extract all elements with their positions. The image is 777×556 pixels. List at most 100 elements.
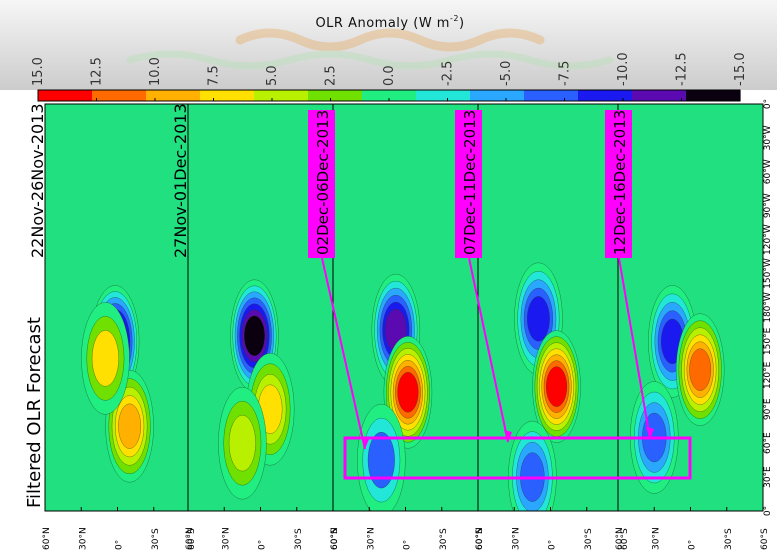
banner-watermark [126,28,614,70]
lat-tick-label: 30°N [651,527,661,550]
date-callouts: 02Dec-06Dec-2013 07Dec-11Dec-2013 12Dec-16… [308,110,654,450]
colorbar-tick-label: 0.0 [382,65,397,86]
callout-box [308,110,335,258]
colorbar-segment [254,90,309,101]
lon-tick-label: 150°E [763,327,773,355]
callout-arrowhead [361,437,369,449]
lon-tick-label: 60°E [763,432,773,454]
colorbar-segment [470,90,525,101]
lon-tick-label: 90°E [763,398,773,420]
colorbar-tick-labels: 15.0 12.5 10.0 7.5 5.0 2.5 0.0 -2.5 -5.0 -7.5 -10.… [31,52,748,86]
colorbar-segment [632,90,687,101]
olr-anomaly-contour [243,315,265,357]
colorbar-segment [686,90,741,101]
date-callout: 07Dec-11Dec-2013 [455,110,512,443]
side-title: Filtered OLR Forecast [24,317,45,508]
colorbar-segment [146,90,201,101]
longitude-axis: 0° 30°E 60°E 90°E 120°E 150°E 180°W 150°W 120°W 9… [763,99,773,516]
callout-box [455,110,482,258]
colorbar [37,89,741,102]
lat-tick-label: 60°N [185,527,195,550]
colorbar-tick-label: -7.5 [558,61,573,86]
lat-tick-label: 30°N [366,527,376,550]
date-callout: 12Dec-16Dec-2013 [605,110,654,440]
colorbar-segment [524,90,579,101]
callout-arrow [468,257,509,443]
lat-tick-label: 30°S [439,528,449,550]
colorbar-tick-label: 15.0 [31,57,46,86]
colorbar-tick-label: -15.0 [733,52,748,86]
lat-tick-label: 60°N [330,527,340,550]
colorbar-segment [362,90,417,101]
panel-date-label: 07Dec-11Dec-2013 [461,110,479,255]
lon-tick-label: 150°W [763,258,773,289]
lat-tick-label: 60°S [760,528,770,550]
callout-arrowhead [646,427,654,439]
lat-tick-label: 30°S [294,528,304,550]
lat-tick-label: 60°S [475,528,485,550]
olr-anomaly-contour [118,403,142,449]
highlight-box [343,436,692,480]
olr-anomaly-contour [689,348,712,391]
lat-tick-label: 30°N [78,527,88,550]
lat-tick-label: 0° [403,540,413,550]
lat-tick-label: 0° [688,540,698,550]
lat-tick-label: 30°N [221,527,231,550]
callout-arrow [321,257,366,450]
colorbar-tick-label: -5.0 [499,61,514,86]
lat-tick-label: 60°N [615,527,625,550]
lon-tick-label: 0° [763,506,773,516]
olr-anomaly-contour [367,431,395,489]
panels: 60°N 30°N 0° 30°S 60°S 22Nov-26Nov-2013 60°N 30… [28,103,770,550]
forecast-panel: 60°N 30°N 0° 30°S 60°S 22Nov-26Nov-2013 [28,103,197,550]
lat-tick-label: 60°S [330,528,340,550]
lat-tick-label: 0° [548,540,558,550]
colorbar-tick-label: 12.5 [90,57,105,86]
colorbar-segment [578,90,633,101]
olr-anomaly-contour [526,296,550,342]
panel-date-label: 02Dec-06Dec-2013 [314,110,332,255]
lon-tick-label: 90°W [763,193,773,218]
colorbar-tick-label: -2.5 [441,61,456,86]
lat-tick-label: 60°S [187,528,197,550]
colorbar-segment [38,90,93,101]
lat-tick-label: 30°S [584,528,594,550]
lon-tick-label: 60°W [763,159,773,184]
header-banner [0,0,777,90]
lon-tick-label: 0° [763,99,773,109]
lon-tick-label: 180°W [763,292,773,323]
panel-date-label: 12Dec-16Dec-2013 [611,110,629,255]
forecast-panel: 60°N 30°N 0° 30°S 60°S [615,103,770,550]
colorbar-title: OLR Anomaly (W m-2) [315,14,464,31]
callout-box [605,110,632,258]
colorbar-tick-label: 7.5 [207,65,222,86]
colorbar-segment [92,90,147,101]
lat-tick-label: 0° [258,540,268,550]
forecast-panel: 60°N 30°N 0° 30°S 60°S 27Nov-01Dec-2013 [171,103,340,550]
colorbar-tick-label: 5.0 [265,65,280,86]
panel-date-label: 27Nov-01Dec-2013 [171,103,190,258]
lat-tick-label: 60°N [475,527,485,550]
lon-tick-label: 120°E [763,361,773,389]
colorbar-segment [200,90,255,101]
callout-arrow [618,257,651,440]
olr-anomaly-contour [91,330,119,387]
date-callout: 02Dec-06Dec-2013 [308,110,369,450]
colorbar-tick-label: 10.0 [148,57,163,86]
colorbar-segment [416,90,471,101]
callout-arrowhead [504,430,512,442]
lat-tick-label: 60°N [42,527,52,550]
lon-tick-label: 30°E [763,466,773,488]
olr-anomaly-contour [546,366,568,407]
lon-tick-label: 30°W [763,125,773,150]
colorbar-tick-label: -12.5 [675,52,690,86]
colorbar-tick-label: 2.5 [324,65,339,86]
lat-tick-label: 30°S [151,528,161,550]
lat-tick-label: 30°S [724,528,734,550]
colorbar-tick-label: -10.0 [616,52,631,86]
forecast-panel: 60°N 30°N 0° 30°S 60°S [330,103,485,550]
lat-tick-label: 30°N [511,527,521,550]
lon-tick-label: 120°W [763,224,773,255]
colorbar-segment [308,90,363,101]
